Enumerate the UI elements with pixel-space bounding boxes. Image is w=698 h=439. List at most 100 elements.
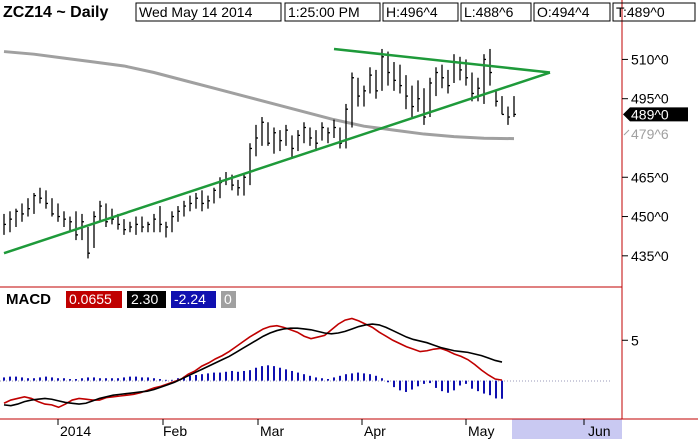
macd-title: MACD [6, 291, 51, 308]
price-bar [69, 216, 72, 233]
x-label-2014: 2014 [60, 423, 91, 439]
price-bar [249, 143, 252, 186]
price-bar [321, 122, 324, 141]
price-bar [75, 211, 78, 241]
price-bar [255, 124, 258, 157]
price-bar [129, 221, 132, 233]
macd-value-1: 0.0655 [69, 291, 112, 307]
price-bar [387, 51, 390, 86]
price-bar [33, 192, 36, 214]
price-bar [273, 127, 276, 154]
x-label-feb: Feb [163, 423, 187, 439]
ma-price-tag: 479^6 [623, 126, 669, 142]
price-bar [339, 127, 342, 149]
header-last: T:489^0 [616, 4, 665, 20]
price-tick-label: 450^0 [631, 209, 669, 225]
price-bar [63, 211, 66, 228]
price-bar [507, 106, 510, 125]
price-bar [495, 90, 498, 107]
price-bar [327, 127, 330, 144]
x-label-jun: Jun [588, 423, 611, 439]
price-bar [279, 130, 282, 152]
price-axis: 510^0 495^0 465^0 450^0 435^0 [622, 51, 669, 264]
price-bar [435, 67, 438, 97]
price-bar [159, 206, 162, 233]
macd-signal-line [3, 317, 503, 409]
current-price-tag: 489^0 [623, 106, 688, 122]
price-bar [243, 174, 246, 196]
price-bar [135, 216, 138, 235]
price-bar [441, 64, 444, 89]
price-bar [189, 195, 192, 212]
x-label-apr: Apr [364, 423, 386, 439]
price-bar [261, 117, 264, 146]
price-bar [93, 211, 96, 248]
x-label-may: May [468, 423, 494, 439]
price-bar [45, 190, 48, 209]
macd-line [3, 323, 503, 407]
price-bar [417, 80, 420, 112]
price-bar [459, 56, 462, 81]
future-time-region [512, 419, 622, 439]
moving-average-line [3, 50, 515, 141]
price-bar [99, 200, 102, 222]
header-low: L:488^6 [464, 4, 514, 20]
macd-axis: 5 [622, 332, 639, 348]
price-bar [489, 48, 492, 86]
price-bar [27, 198, 30, 217]
price-bar [123, 219, 126, 235]
macd-lines-layer [3, 317, 503, 409]
price-bar [423, 88, 426, 125]
price-bar [375, 69, 378, 99]
price-bar [3, 213, 6, 235]
trendlines-layer [3, 47, 551, 255]
price-bar [51, 198, 54, 217]
price-bar [195, 192, 198, 209]
price-tick-label: 510^0 [631, 51, 669, 67]
moving-average-layer [3, 50, 515, 141]
price-bar [369, 67, 372, 94]
trendline [3, 71, 551, 255]
price-bar [411, 85, 414, 118]
price-bar [39, 187, 42, 204]
price-bar [357, 77, 360, 107]
quote-header: ZCZ14 ~ Daily Wed May 14 2014 1:25:00 PM… [3, 2, 696, 22]
price-tick-label: 435^0 [631, 248, 669, 264]
header-date: Wed May 14 2014 [139, 4, 253, 20]
price-bar [15, 208, 18, 228]
macd-header: MACD 0.0655 2.30 -2.24 0 [6, 291, 236, 308]
x-label-mar: Mar [260, 423, 284, 439]
time-axis: 2014 Feb Mar Apr May Jun [57, 419, 611, 439]
price-bar [147, 221, 150, 233]
macd-tick-label: 5 [631, 332, 639, 348]
price-bar [237, 179, 240, 196]
ma-price-tick [623, 129, 630, 136]
current-price-label: 489^0 [631, 106, 669, 122]
header-time: 1:25:00 PM [288, 4, 360, 20]
price-bar [201, 190, 204, 212]
price-bar [471, 72, 474, 102]
price-bar [297, 130, 300, 152]
price-bar [207, 195, 210, 209]
price-bar [177, 206, 180, 222]
price-bar [399, 64, 402, 94]
macd-histogram [3, 365, 503, 399]
price-bar [393, 62, 396, 91]
price-bar [513, 96, 516, 118]
price-bar [153, 213, 156, 233]
price-bar [405, 75, 408, 110]
price-bar [285, 124, 288, 146]
price-bar [141, 216, 144, 233]
price-bar [183, 200, 186, 217]
macd-value-3: -2.24 [174, 291, 206, 307]
header-open: O:494^4 [537, 4, 590, 20]
price-bar [165, 221, 168, 238]
header-high: H:496^4 [386, 4, 438, 20]
price-bar [87, 227, 90, 259]
price-bar [21, 203, 24, 222]
price-bar [501, 96, 504, 116]
price-bar [363, 85, 366, 107]
symbol-title: ZCZ14 ~ Daily [3, 4, 108, 21]
